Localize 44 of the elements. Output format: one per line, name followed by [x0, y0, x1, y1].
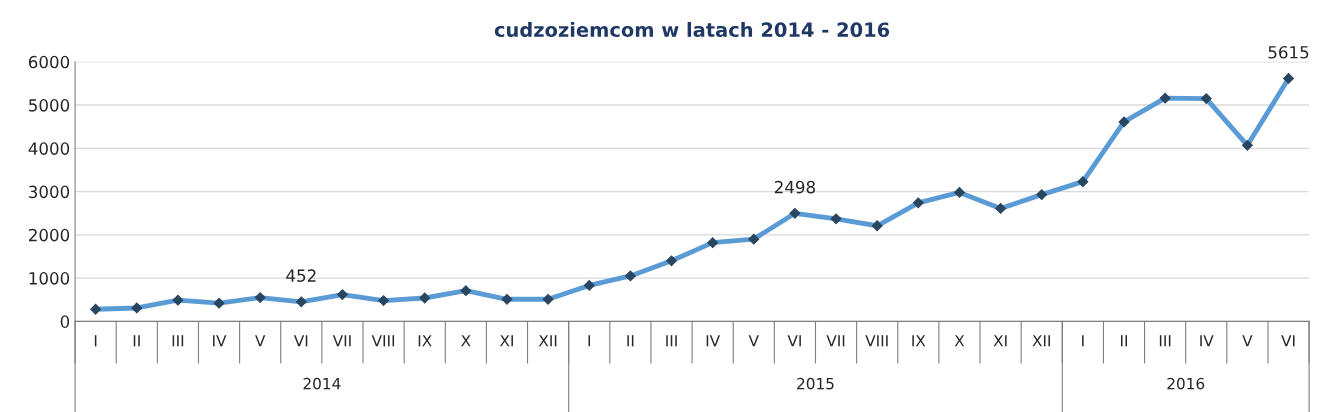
x-tick-label: IX: [418, 335, 432, 347]
text: 2015: [797, 377, 834, 390]
x-tick-label: V: [255, 335, 266, 347]
text: 2016: [1167, 377, 1205, 390]
y-tick-label: 2000: [29, 228, 70, 242]
x-tick-label: VI: [787, 335, 801, 347]
x-tick-label: III: [1159, 335, 1171, 347]
y-tick-label: 5000: [29, 99, 70, 112]
x-tick-label: III: [666, 335, 677, 347]
x-tick-label: X: [954, 335, 965, 347]
y-tick-label: 1000: [29, 272, 70, 285]
y-tick-label: 3000: [29, 185, 70, 199]
x-tick-label: VI: [293, 335, 308, 347]
y-tick-label: 6000: [28, 55, 70, 69]
x-tick-label: XII: [538, 335, 557, 347]
data-label: 5615: [1268, 45, 1309, 59]
x-tick-label: IV: [706, 335, 720, 347]
x-tick-label: XI: [499, 335, 513, 347]
x-tick-label: VII: [826, 335, 845, 347]
data-label: 452: [286, 269, 316, 282]
text: 2014: [303, 377, 341, 390]
data-label: 2498: [774, 180, 815, 194]
x-tick-label: V: [748, 335, 759, 347]
x-tick-label: II: [627, 335, 634, 347]
x-tick-label: VII: [332, 335, 351, 347]
x-tick-label: IV: [213, 335, 227, 347]
chart-title: cudzoziemcom w latach 2014 - 2016: [494, 22, 890, 38]
x-tick-label: XI: [993, 335, 1007, 347]
x-tick-label: XII: [1032, 335, 1050, 347]
x-tick-label: I: [94, 335, 97, 347]
x-tick-label: II: [133, 335, 140, 347]
x-tick-label: I: [588, 335, 590, 347]
x-tick-label: IV: [1200, 335, 1214, 347]
x-tick-label: VIII: [865, 335, 888, 347]
x-tick-label: X: [461, 335, 471, 347]
y-tick-label: 0: [60, 315, 70, 328]
x-tick-label: III: [172, 335, 184, 347]
x-tick-label: VI: [1281, 335, 1295, 347]
x-tick-label: V: [1242, 335, 1253, 347]
x-tick-label: II: [1120, 335, 1127, 347]
x-tick-label: VIII: [371, 335, 395, 347]
x-tick-label: I: [1082, 335, 1084, 347]
y-tick-label: 4000: [28, 142, 70, 155]
x-tick-label: IX: [912, 335, 926, 347]
